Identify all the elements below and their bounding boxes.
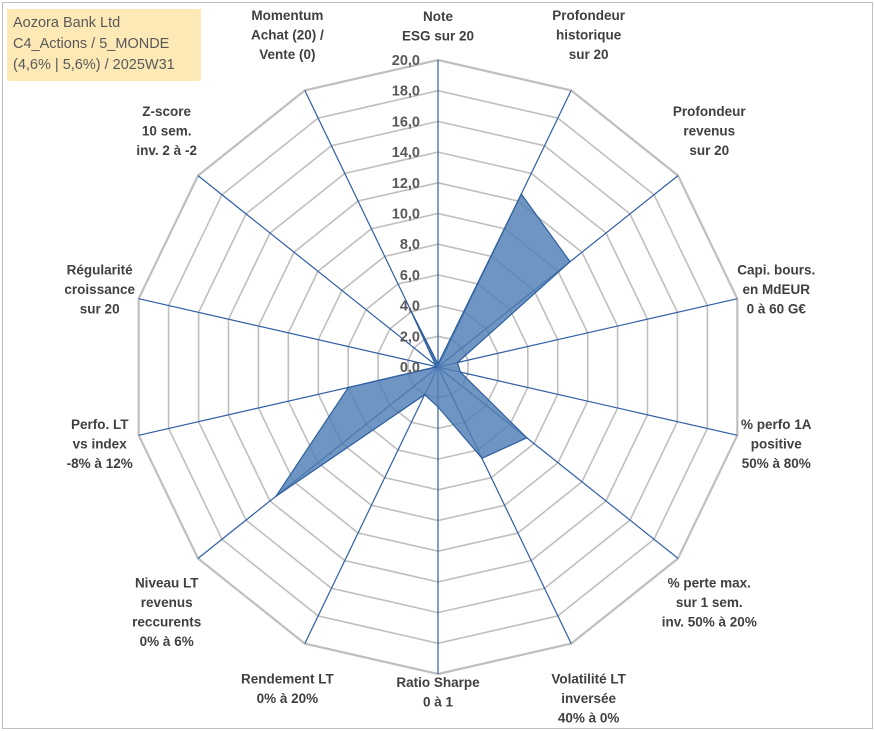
axis-label-line: Niveau LT: [135, 575, 199, 590]
axis-label: Rendement LT 0% à 20%: [241, 672, 335, 707]
axis-label-line: Achat (20) /: [251, 27, 324, 42]
axis-label-line: historique: [556, 27, 622, 42]
axis-label-line: 40% à 0%: [558, 711, 620, 726]
tick-label: 16,0: [392, 114, 420, 130]
axis-label-line: -8% à 12%: [67, 456, 133, 471]
tick-label: 14,0: [392, 145, 420, 161]
tick-label: 12,0: [392, 176, 420, 192]
axis-label-line: Perfo. LT: [71, 417, 129, 432]
axis-label-line: Z-score: [142, 104, 191, 119]
axis-label-line: sur 1 sem.: [676, 595, 743, 610]
tick-label: 0,0: [400, 360, 420, 376]
axis-label-line: Ratio Sharpe: [396, 675, 480, 690]
axis-label-line: Rendement LT: [241, 672, 335, 687]
axis-label: % perte max. sur 1 sem. inv. 50% à 20%: [662, 575, 757, 629]
axis-label-line: Capi. bours.: [737, 263, 815, 278]
axis-label-line: 0% à 20%: [257, 691, 319, 706]
axis-label-line: inv. 50% à 20%: [662, 614, 757, 629]
axis-label-line: Vente (0): [259, 47, 315, 62]
axis-label-line: % perfo 1A: [741, 417, 812, 432]
category-label: C4_Actions / 5_MONDE: [13, 36, 170, 52]
axis-label-line: sur 20: [80, 302, 120, 317]
axis-label: Profondeur revenus sur 20: [673, 104, 746, 158]
axis-label: Ratio Sharpe 0 à 1: [396, 675, 480, 710]
data-point: [456, 361, 459, 364]
axis-label-line: croissance: [64, 282, 135, 297]
axis-label-line: inversée: [561, 691, 616, 706]
tick-label: 18,0: [392, 84, 420, 100]
axis-label-line: revenus: [683, 124, 735, 139]
axis-label-line: Momentum: [251, 8, 323, 23]
tick-label: 20,0: [392, 53, 420, 69]
chart-title-box: Aozora Bank Ltd C4_Actions / 5_MONDE (4,…: [7, 9, 201, 81]
data-point: [526, 437, 528, 439]
axis-label-line: en MdEUR: [743, 282, 811, 297]
axis-label-line: sur 20: [689, 143, 729, 158]
axis-label-line: revenus: [141, 595, 193, 610]
axis-label-line: Régularité: [67, 263, 134, 278]
period-label: (4,6% | 5,6%) / 2025W31: [13, 57, 175, 73]
axis-label-line: Volatilité LT: [551, 672, 626, 687]
data-point: [434, 364, 437, 366]
axis-label: Note ESG sur 20: [402, 9, 474, 44]
axis-label-line: 50% à 80%: [742, 456, 811, 471]
data-point: [347, 386, 350, 389]
tick-label: 8,0: [400, 237, 420, 253]
data-point: [437, 406, 439, 408]
axis-label: Perfo. LT vs index -8% à 12%: [67, 417, 133, 471]
data-point: [275, 495, 277, 498]
data-point: [459, 371, 462, 373]
axis-label: % perfo 1A positive 50% à 80%: [741, 417, 812, 471]
tick-label: 2,0: [400, 329, 420, 345]
axis-label-line: vs index: [73, 437, 128, 452]
axis-spoke: [437, 298, 738, 368]
axis-label-line: 0 à 60 G€: [747, 302, 807, 317]
axis-label-line: reccurents: [132, 614, 201, 629]
tick-label: 10,0: [392, 207, 420, 223]
data-point: [437, 363, 439, 365]
axis-spoke: [138, 298, 439, 368]
axis-spoke: [304, 366, 439, 644]
axis-label-line: Profondeur: [552, 8, 625, 23]
data-point: [481, 457, 483, 460]
axis-label-line: Note: [423, 9, 453, 24]
axis-label: Niveau LT revenus reccurents 0% à 6%: [132, 575, 201, 649]
axis-label: Momentum Achat (20) / Vente (0): [251, 8, 324, 62]
data-point: [520, 193, 523, 195]
tick-label: 4,0: [400, 299, 420, 315]
axis-label-line: % perte max.: [668, 575, 751, 590]
axis-label: Z-score 10 sem. inv. 2 à -2: [136, 104, 197, 158]
data-point: [435, 365, 438, 368]
tick-label: 6,0: [400, 268, 420, 284]
axis-label-line: Profondeur: [673, 104, 746, 119]
data-point: [569, 260, 571, 263]
axis-label-line: 0% à 6%: [140, 634, 194, 649]
company-name: Aozora Bank Ltd: [13, 15, 121, 31]
axis-label: Régularité croissance sur 20: [64, 263, 135, 317]
axis-label-line: positive: [751, 437, 803, 452]
axis-spoke: [197, 175, 439, 368]
axis-label-line: 0 à 1: [423, 695, 454, 710]
axis-label-line: sur 20: [569, 47, 609, 62]
axis-spoke: [437, 366, 738, 436]
axis-label: Capi. bours. en MdEUR 0 à 60 G€: [737, 263, 815, 317]
data-point: [423, 393, 426, 396]
axis-label: Profondeur historique sur 20: [552, 8, 625, 62]
data-point: [409, 308, 411, 310]
axis-label-line: 10 sem.: [142, 124, 192, 139]
axis-label: Volatilité LT inversée 40% à 0%: [551, 672, 626, 726]
axis-label-line: ESG sur 20: [402, 29, 474, 44]
axis-label-line: inv. 2 à -2: [136, 143, 197, 158]
